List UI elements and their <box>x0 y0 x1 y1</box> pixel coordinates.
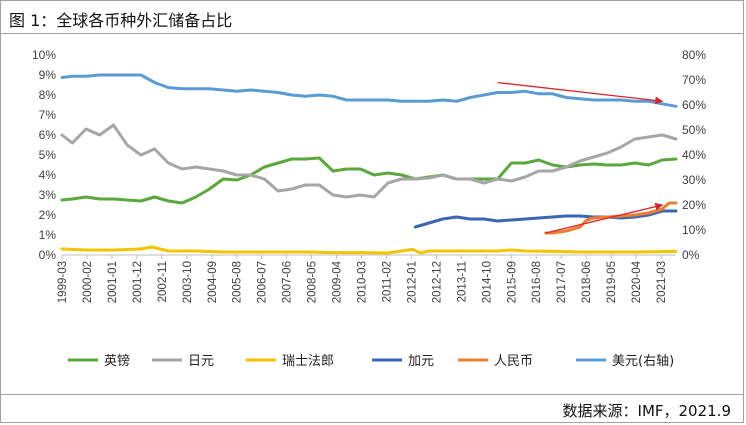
x-tick-label: 2000-02 <box>82 261 94 303</box>
y-left-tick-label: 1% <box>39 228 57 242</box>
x-tick-label: 2012-01 <box>406 261 418 303</box>
legend-label-cad: 加元 <box>408 354 434 369</box>
x-tick-label: 2015-09 <box>506 261 518 303</box>
x-tick-label: 2004-09 <box>207 261 219 303</box>
legend-label-gbp: 英镑 <box>104 353 130 369</box>
x-tick-label: 2006-07 <box>257 261 269 303</box>
figure-title: 图 1：全球各币种外汇储备占比 <box>9 11 233 30</box>
y-right-tick-label: 0% <box>682 248 700 262</box>
y-right-tick-label: 20% <box>682 198 706 212</box>
y-right-tick-label: 50% <box>682 123 706 137</box>
trend-arrow <box>545 202 664 234</box>
x-tick-label: 2001-12 <box>132 261 144 303</box>
y-left-tick-label: 7% <box>39 108 57 122</box>
x-tick-label: 2005-08 <box>232 261 244 303</box>
y-right-tick-label: 80% <box>682 48 706 62</box>
series-line-usd <box>60 73 678 108</box>
data-source: 数据来源：IMF，2021.9 <box>562 402 731 420</box>
series-line-chf <box>60 245 678 255</box>
trend-arrow <box>497 81 664 105</box>
source-divider <box>1 394 743 395</box>
legend-label-usd: 美元(右轴) <box>612 354 674 369</box>
series-lines <box>60 73 678 255</box>
x-tick-label: 2018-06 <box>581 261 593 303</box>
x-tick-label: 2019-05 <box>606 261 618 303</box>
y-axis-right-ticks: 0% 10% 20% 30% 40% 50% 60% 70% 80% <box>682 48 706 262</box>
y-right-tick-label: 30% <box>682 173 706 187</box>
x-tick-label: 2002-11 <box>157 261 169 302</box>
y-left-tick-label: 3% <box>39 188 57 202</box>
legend-label-jpy: 日元 <box>188 354 214 369</box>
x-tick-label: 2017-07 <box>556 261 568 303</box>
y-right-tick-label: 40% <box>682 148 706 162</box>
y-right-tick-label: 70% <box>682 73 706 87</box>
legend-label-cny: 人民币 <box>494 354 533 369</box>
y-left-tick-label: 2% <box>39 208 57 222</box>
y-left-tick-label: 9% <box>39 68 57 82</box>
x-tick-label: 2008-05 <box>307 261 319 303</box>
y-left-tick-label: 0% <box>39 248 57 262</box>
x-tick-label: 2003-10 <box>182 261 194 303</box>
y-right-tick-label: 10% <box>682 223 706 237</box>
y-right-tick-label: 60% <box>682 98 706 112</box>
series-line-cad <box>413 209 678 229</box>
x-tick-label: 1999-03 <box>57 261 69 303</box>
title-divider <box>1 33 743 34</box>
series-line-jpy <box>60 123 678 199</box>
x-tick-label: 2001-01 <box>107 261 119 303</box>
x-tick-label: 2012-12 <box>431 261 443 303</box>
x-tick-label: 2009-04 <box>332 260 344 303</box>
y-left-tick-label: 10% <box>32 48 56 62</box>
trend-arrows <box>497 81 664 234</box>
x-tick-label: 2021-03 <box>656 261 668 303</box>
x-tick-label: 2011-02 <box>381 261 393 302</box>
x-tick-label: 2007-06 <box>282 261 294 303</box>
x-tick-label: 2020-04 <box>631 260 643 303</box>
y-left-tick-label: 8% <box>39 88 57 102</box>
x-tick-label: 2010-03 <box>357 261 369 303</box>
x-tick-label: 2014-10 <box>481 261 493 303</box>
legend-label-chf: 瑞士法郎 <box>282 354 334 369</box>
y-left-tick-label: 6% <box>39 128 57 142</box>
x-tick-label: 2016-08 <box>531 261 543 303</box>
x-tick-label: 2013-11 <box>456 261 468 302</box>
series-line-gbp <box>60 156 678 205</box>
x-axis-ticks: 1999-03 2000-02 2001-01 2001-12 2002-11 2003-… <box>57 255 668 303</box>
y-axis-left-ticks: 0% 1% 2% 3% 4% 5% 6% 7% 8% 9% 10% <box>32 48 56 262</box>
legend: 英镑 日元 瑞士法郎 加元 人民币 美元(右轴) <box>68 353 674 369</box>
y-left-tick-label: 4% <box>39 168 57 182</box>
y-left-tick-label: 5% <box>39 148 57 162</box>
